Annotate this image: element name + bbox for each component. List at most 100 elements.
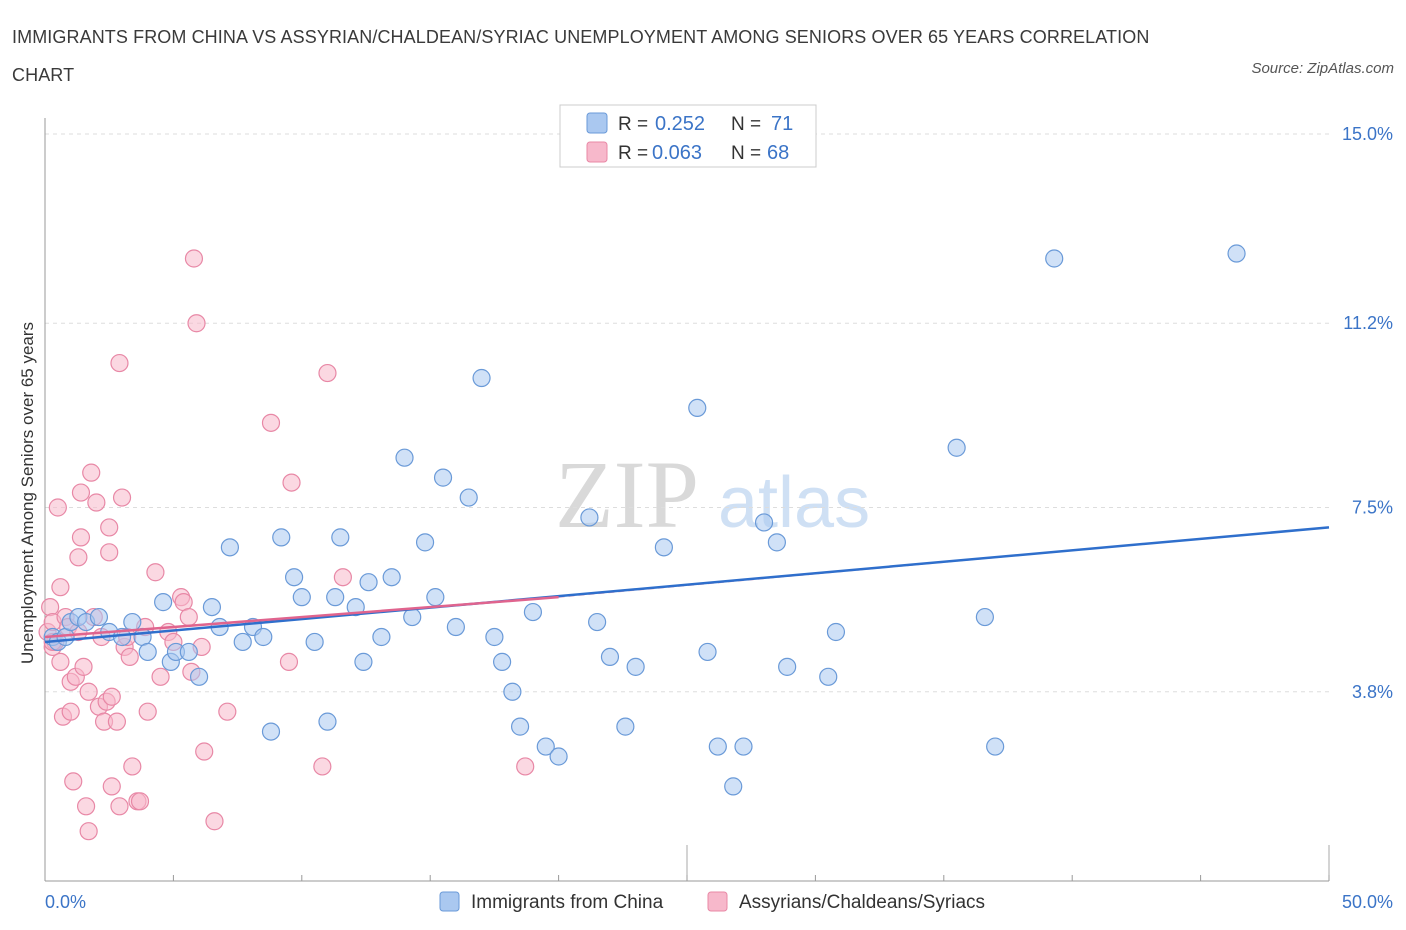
china-point-61 bbox=[734, 737, 753, 756]
assyrian-point-66 bbox=[516, 757, 535, 776]
china-point-57 bbox=[688, 398, 707, 417]
china-point-65 bbox=[819, 667, 838, 686]
china-point-33 bbox=[359, 573, 378, 592]
assyrian-point-5 bbox=[48, 498, 67, 517]
legend-swatch-china bbox=[586, 112, 608, 134]
bottom-legend-swatch-assyrian bbox=[707, 891, 728, 912]
china-point-71 bbox=[1227, 244, 1246, 263]
china-point-63 bbox=[767, 533, 786, 552]
china-point-49 bbox=[536, 737, 555, 756]
china-point-68 bbox=[975, 607, 994, 627]
y-tick-label-1: 7.5% bbox=[1352, 498, 1393, 518]
assyrian-point-31 bbox=[100, 518, 119, 537]
china-point-23 bbox=[261, 722, 281, 741]
legend-assyrian-n-label: N = bbox=[731, 143, 761, 164]
legend-assyrian-r-value: 0.063 bbox=[652, 142, 702, 164]
china-point-15 bbox=[179, 642, 198, 662]
assyrian-point-40 bbox=[120, 647, 139, 667]
trend-lines bbox=[44, 526, 1330, 644]
assyrian-point-45 bbox=[138, 702, 157, 721]
china-point-26 bbox=[292, 588, 311, 607]
china-point-43 bbox=[472, 368, 491, 388]
watermark-atlas: atlas bbox=[718, 463, 870, 543]
china-point-44 bbox=[485, 627, 504, 647]
assyrian-trend-line bbox=[44, 595, 559, 639]
y-tick-label-2: 11.2% bbox=[1343, 313, 1393, 333]
assyrian-point-33 bbox=[102, 777, 121, 796]
series-legend: Immigrants from China Assyrians/Chaldean… bbox=[439, 891, 985, 913]
china-point-20 bbox=[233, 632, 252, 652]
assyrian-point-65 bbox=[333, 568, 352, 587]
china-point-39 bbox=[426, 588, 445, 607]
china-point-45 bbox=[493, 652, 512, 671]
gridlines bbox=[45, 133, 1329, 693]
china-point-60 bbox=[724, 777, 743, 796]
china-point-62 bbox=[754, 513, 774, 532]
chart-title: IMMIGRANTS FROM CHINA VS ASSYRIAN/CHALDE… bbox=[12, 27, 1150, 85]
assyrian-point-61 bbox=[279, 652, 299, 671]
china-point-47 bbox=[510, 717, 530, 736]
assyrian-point-52 bbox=[179, 607, 198, 627]
assyrian-point-59 bbox=[218, 702, 237, 721]
china-point-48 bbox=[523, 602, 543, 622]
china-point-35 bbox=[382, 568, 401, 587]
stats-legend: R = 0.252 N = 71 R = 0.063 N = 68 bbox=[559, 104, 817, 168]
china-point-67 bbox=[947, 438, 966, 457]
x-tick-label-0: 0.0% bbox=[45, 892, 86, 912]
china-point-30 bbox=[331, 528, 350, 547]
china-point-24 bbox=[272, 528, 291, 547]
assyrian-point-6 bbox=[51, 652, 70, 671]
china-point-16 bbox=[189, 667, 209, 686]
assyrian-point-41 bbox=[123, 757, 142, 776]
assyrian-point-57 bbox=[195, 742, 214, 761]
china-point-55 bbox=[626, 657, 645, 676]
axes bbox=[44, 118, 1330, 882]
china-point-46 bbox=[503, 682, 522, 701]
y-tick-label-0: 3.8% bbox=[1352, 682, 1393, 702]
china-point-69 bbox=[986, 737, 1005, 756]
china-point-29 bbox=[326, 588, 345, 607]
china-point-12 bbox=[154, 593, 173, 612]
y-tick-label-3: 15.0% bbox=[1342, 124, 1393, 144]
assyrian-point-23 bbox=[82, 463, 101, 482]
assyrian-point-32 bbox=[102, 687, 121, 706]
assyrian-point-63 bbox=[313, 757, 332, 776]
assyrian-point-30 bbox=[100, 543, 119, 562]
legend-swatch-assyrian bbox=[586, 141, 608, 163]
assyrian-point-36 bbox=[110, 353, 129, 373]
assyrian-point-21 bbox=[79, 822, 98, 841]
legend-assyrian-r-label: R = bbox=[618, 143, 648, 164]
assyrian-point-25 bbox=[87, 493, 106, 512]
assyrian-point-60 bbox=[261, 413, 281, 432]
legend-china-r-value: 0.252 bbox=[655, 113, 705, 135]
tick-labels: 3.8% 7.5% 11.2% 15.0% 0.0% 50.0% bbox=[45, 124, 1393, 912]
china-point-52 bbox=[588, 612, 607, 632]
assyrian-point-13 bbox=[64, 772, 83, 791]
china-point-51 bbox=[580, 508, 599, 527]
china-point-9 bbox=[123, 612, 142, 632]
china-point-17 bbox=[202, 597, 222, 617]
china-point-11 bbox=[138, 642, 157, 662]
china-point-56 bbox=[654, 538, 673, 557]
china-point-66 bbox=[826, 622, 846, 642]
source-label: Source: ZipAtlas.com bbox=[1251, 60, 1394, 77]
assyrian-point-58 bbox=[205, 812, 224, 831]
china-point-41 bbox=[446, 617, 465, 637]
china-point-32 bbox=[354, 652, 373, 671]
china-point-53 bbox=[600, 647, 620, 667]
assyrian-point-55 bbox=[187, 314, 206, 333]
assyrian-point-64 bbox=[318, 363, 337, 383]
china-point-38 bbox=[415, 533, 435, 552]
watermark-zip: ZIP bbox=[555, 441, 699, 548]
assyrian-point-18 bbox=[71, 528, 91, 547]
assyrian-point-46 bbox=[146, 563, 165, 582]
china-point-28 bbox=[318, 712, 337, 731]
assyrian-point-19 bbox=[74, 657, 93, 676]
x-tick-label-1: 50.0% bbox=[1342, 892, 1393, 912]
assyrian-point-47 bbox=[151, 667, 170, 686]
china-trend-line bbox=[44, 526, 1330, 644]
assyrian-point-35 bbox=[110, 797, 129, 816]
assyrian-point-20 bbox=[76, 797, 96, 816]
assyrian-point-12 bbox=[61, 702, 80, 721]
assyrian-point-7 bbox=[51, 578, 70, 597]
